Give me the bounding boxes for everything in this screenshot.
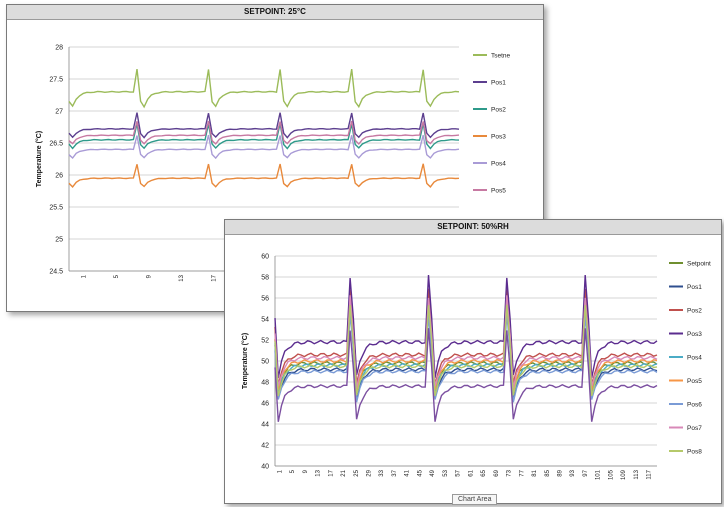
x-tick-label: 13 bbox=[179, 274, 185, 281]
x-tick-label: 17 bbox=[328, 469, 334, 476]
legend-entry: Pos5 bbox=[687, 378, 702, 385]
legend-entry: Pos3 bbox=[491, 134, 506, 141]
legend-entry: Setpoint bbox=[687, 261, 711, 268]
x-tick-label: 13 bbox=[316, 469, 322, 476]
chart-title: SETPOINT: 25°C bbox=[7, 5, 543, 20]
legend-entry: Pos1 bbox=[687, 284, 702, 291]
y-tick-label: 50 bbox=[261, 359, 269, 366]
x-tick-label: 33 bbox=[379, 469, 385, 476]
chart-title: SETPOINT: 50%RH bbox=[225, 220, 721, 235]
x-tick-label: 109 bbox=[621, 469, 627, 480]
y-tick-label: 40 bbox=[261, 464, 269, 471]
series-line bbox=[68, 123, 460, 150]
x-tick-label: 65 bbox=[481, 469, 487, 476]
x-tick-label: 29 bbox=[367, 469, 373, 476]
x-tick-label: 1 bbox=[277, 469, 283, 473]
x-tick-label: 21 bbox=[341, 469, 347, 476]
x-tick-label: 73 bbox=[507, 469, 513, 476]
series-line bbox=[274, 328, 658, 422]
legend-entry: Pos8 bbox=[687, 449, 702, 456]
x-tick-label: 37 bbox=[392, 469, 398, 476]
x-tick-label: 117 bbox=[647, 469, 653, 479]
legend-entry: Tsetne bbox=[491, 53, 511, 60]
series-line bbox=[68, 68, 460, 109]
x-tick-label: 49 bbox=[430, 469, 436, 476]
x-tick-label: 5 bbox=[114, 274, 120, 278]
y-tick-label: 58 bbox=[261, 275, 269, 282]
series-line bbox=[274, 274, 658, 379]
x-tick-label: 9 bbox=[146, 274, 152, 278]
x-tick-label: 85 bbox=[545, 469, 551, 476]
series-line bbox=[68, 163, 460, 188]
series-line bbox=[68, 134, 460, 160]
legend-entry: Pos7 bbox=[687, 425, 702, 432]
legend-entry: Pos2 bbox=[491, 107, 506, 114]
y-tick-label: 28 bbox=[55, 45, 63, 52]
x-tick-label: 25 bbox=[354, 469, 360, 476]
x-tick-label: 101 bbox=[596, 469, 602, 480]
x-tick-label: 61 bbox=[468, 469, 474, 476]
y-axis-label: Temperature (°C) bbox=[35, 131, 43, 187]
y-tick-label: 25.5 bbox=[49, 205, 63, 212]
chart-svg-2: 40 42 44 46 48 50 52 54 56 58 60 1 5 9 13 17 21 25 29 33 37 4… bbox=[241, 254, 711, 481]
x-tick-label: 97 bbox=[583, 469, 589, 476]
x-tick-label: 9 bbox=[303, 469, 309, 473]
x-tick-label: 77 bbox=[519, 469, 525, 476]
y-axis-label: Temperature (°C) bbox=[241, 333, 249, 389]
chart-area-tooltip: Chart Area bbox=[452, 494, 498, 505]
x-tick-label: 41 bbox=[405, 469, 411, 476]
x-tick-label: 17 bbox=[211, 274, 217, 281]
x-tick-label: 89 bbox=[558, 469, 564, 476]
x-tick-label: 113 bbox=[634, 469, 640, 479]
legend-entry: Pos4 bbox=[687, 355, 702, 362]
x-tick-label: 69 bbox=[494, 469, 500, 476]
y-tick-label: 60 bbox=[261, 254, 269, 261]
legend-entry: Pos6 bbox=[687, 402, 702, 409]
legend-entry: Pos5 bbox=[491, 188, 506, 195]
y-tick-label: 42 bbox=[261, 443, 269, 450]
y-tick-label: 25 bbox=[55, 237, 63, 244]
legend-entry: Pos3 bbox=[687, 331, 702, 338]
x-tick-label: 57 bbox=[456, 469, 462, 476]
y-tick-label: 27.5 bbox=[49, 77, 63, 84]
y-tick-label: 48 bbox=[261, 380, 269, 387]
y-tick-label: 27 bbox=[55, 109, 63, 116]
y-tick-label: 26.5 bbox=[49, 141, 63, 148]
x-tick-label: 53 bbox=[443, 469, 449, 476]
y-tick-label: 46 bbox=[261, 401, 269, 408]
chart-panel-setpoint-50rh: SETPOINT: 50%RH 40 42 44 46 48 50 52 54 56 58 60 1 5… bbox=[224, 219, 722, 505]
y-tick-label: 44 bbox=[261, 422, 269, 429]
y-tick-label: 24.5 bbox=[49, 269, 63, 276]
series-line bbox=[68, 120, 460, 146]
series-line bbox=[274, 313, 658, 403]
y-tick-label: 56 bbox=[261, 296, 269, 303]
series-line bbox=[274, 295, 658, 389]
series-line bbox=[68, 112, 460, 139]
x-tick-label: 81 bbox=[532, 469, 538, 476]
x-tick-label: 45 bbox=[417, 469, 423, 476]
series-line bbox=[274, 304, 658, 397]
legend-entry: Pos4 bbox=[491, 161, 506, 168]
legend-entry: Pos1 bbox=[491, 80, 506, 87]
x-tick-label: 93 bbox=[570, 469, 576, 476]
legend-entry: Pos2 bbox=[687, 308, 702, 315]
y-tick-label: 52 bbox=[261, 338, 269, 345]
y-tick-label: 26 bbox=[55, 173, 63, 180]
x-tick-label: 105 bbox=[608, 469, 614, 480]
x-tick-label: 1 bbox=[81, 274, 87, 278]
x-tick-label: 5 bbox=[290, 469, 296, 473]
y-tick-label: 54 bbox=[261, 317, 269, 324]
